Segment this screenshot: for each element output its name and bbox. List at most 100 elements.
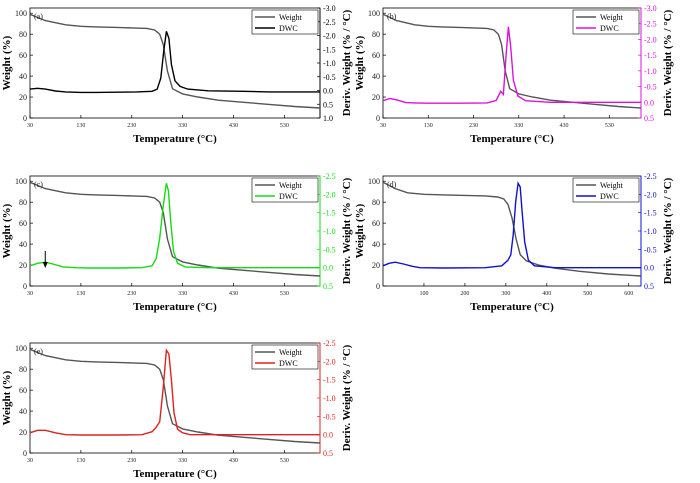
- weight-line: [29, 348, 321, 444]
- y-tick-label: 40: [19, 72, 27, 81]
- y-tick-label: 40: [372, 72, 380, 81]
- y2-axis-label: Deriv. Weight (% / °C): [662, 9, 674, 116]
- y-tick-label: 40: [372, 240, 380, 249]
- legend-dwc-label: DWC: [279, 24, 298, 33]
- y2-tick-label: -2.0: [644, 35, 657, 44]
- legend-box: [251, 177, 319, 203]
- y2-tick-label: -1.5: [323, 45, 336, 54]
- y2-tick-label: 0.0: [323, 264, 333, 273]
- dwc-line: [29, 348, 320, 436]
- x-tick-label: 30: [27, 123, 33, 129]
- x-tick-label: 130: [76, 458, 85, 464]
- y-tick-label: 80: [19, 365, 27, 374]
- dwc-line: [382, 26, 641, 104]
- y2-tick-label: -1.0: [644, 67, 657, 76]
- weight-line: [29, 13, 321, 109]
- y-tick-label: 100: [15, 344, 27, 353]
- legend-dwc-label: DWC: [279, 192, 298, 201]
- y2-tick-label: -0.5: [644, 83, 657, 92]
- y-tick-label: 0: [376, 114, 380, 123]
- annotation-arrow-head: [42, 262, 48, 268]
- x-tick-label: 230: [469, 123, 478, 129]
- x-tick-label: 400: [542, 291, 551, 297]
- x-tick-label: 130: [424, 123, 433, 129]
- y2-tick-label: -2.0: [323, 190, 336, 199]
- y-tick-label: 80: [372, 198, 380, 207]
- x-tick-label: 330: [514, 123, 523, 129]
- y-tick-label: 0: [23, 449, 27, 458]
- y2-tick-label: 0.5: [644, 282, 654, 291]
- x-tick-label: 130: [76, 123, 85, 129]
- x-tick-label: 530: [280, 458, 289, 464]
- x-tick-label: 430: [229, 291, 238, 297]
- y-tick-label: 0: [376, 282, 380, 291]
- x-tick-label: 330: [178, 458, 187, 464]
- x-tick-label: 300: [501, 291, 510, 297]
- y2-tick-label: -0.5: [323, 245, 336, 254]
- y2-axis-label: Deriv. Weight (% / °C): [662, 177, 674, 284]
- y-axis-label: Weight (%): [354, 203, 366, 258]
- x-tick-label: 230: [127, 291, 136, 297]
- y2-tick-label: -0.5: [323, 73, 336, 82]
- x-tick-label: 200: [460, 291, 469, 297]
- dwc-line: [29, 31, 320, 94]
- panel-d: 0 20 40 60 80 100 -2.5 -2.0 -1.5 -1.0 -0.5 0.0 0.5 10…: [354, 172, 674, 313]
- x-tick-label: 330: [178, 291, 187, 297]
- y-tick-label: 60: [372, 51, 380, 60]
- x-axis-label: Temperature (°C): [133, 468, 217, 480]
- x-tick-label: 230: [127, 123, 136, 129]
- x-tick-label: 430: [229, 123, 238, 129]
- x-axis-label: Temperature (°C): [133, 301, 217, 313]
- legend-box: [251, 344, 319, 370]
- panel-c: 0 20 40 60 80 100 -2.5 -2.0 -1.5 -1.0 -0.5 0.0 0.5 30…: [1, 172, 353, 313]
- y2-tick-label: 0.0: [644, 264, 654, 273]
- y-tick-label: 20: [19, 261, 27, 270]
- x-tick-label: 530: [280, 291, 289, 297]
- y-tick-label: 0: [23, 282, 27, 291]
- x-tick-label: 230: [127, 458, 136, 464]
- y2-tick-label: -2.5: [644, 172, 657, 181]
- legend-weight-label: Weight: [279, 348, 303, 357]
- y-axis-label: Weight (%): [1, 35, 13, 90]
- legend-box: [572, 9, 640, 35]
- y2-tick-label: -2.5: [323, 339, 336, 348]
- panel-label: (b): [387, 12, 397, 21]
- legend-weight-label: Weight: [600, 13, 624, 22]
- y-tick-label: 20: [19, 428, 27, 437]
- x-tick-label: 130: [76, 291, 85, 297]
- y-tick-label: 40: [19, 407, 27, 416]
- y-tick-label: 60: [19, 386, 27, 395]
- x-tick-label: 30: [27, 291, 33, 297]
- x-tick-label: 30: [380, 123, 386, 129]
- y2-tick-label: -2.0: [323, 357, 336, 366]
- y-tick-label: 80: [19, 30, 27, 39]
- legend-weight-label: Weight: [279, 181, 303, 190]
- y-tick-label: 40: [19, 240, 27, 249]
- panel-label: (c): [34, 180, 43, 189]
- x-axis-label: Temperature (°C): [470, 133, 554, 145]
- y2-tick-label: -1.5: [323, 209, 336, 218]
- y2-tick-label: 0.0: [323, 431, 333, 440]
- y2-tick-label: -1.5: [644, 51, 657, 60]
- dwc-line: [382, 181, 641, 269]
- y2-tick-label: -1.5: [644, 209, 657, 218]
- y-axis-label: Weight (%): [1, 203, 13, 258]
- y2-tick-label: -3.0: [323, 4, 336, 13]
- legend-weight-label: Weight: [279, 13, 303, 22]
- y-tick-label: 20: [372, 93, 380, 102]
- x-tick-label: 600: [624, 291, 633, 297]
- y2-tick-label: -2.5: [323, 172, 336, 181]
- y2-tick-label: -0.5: [323, 412, 336, 421]
- y-tick-label: 100: [368, 177, 380, 186]
- x-tick-label: 530: [605, 123, 614, 129]
- y2-tick-label: 1.0: [323, 114, 333, 123]
- legend-dwc-label: DWC: [600, 192, 619, 201]
- panel-label: (d): [387, 180, 397, 189]
- y-tick-label: 20: [372, 261, 380, 270]
- y-tick-label: 80: [372, 30, 380, 39]
- legend-weight-label: Weight: [600, 181, 624, 190]
- y2-tick-label: 0.5: [644, 114, 654, 123]
- panel-label: (e): [34, 347, 43, 356]
- y2-axis-label: Deriv. Weight (% / °C): [341, 177, 353, 284]
